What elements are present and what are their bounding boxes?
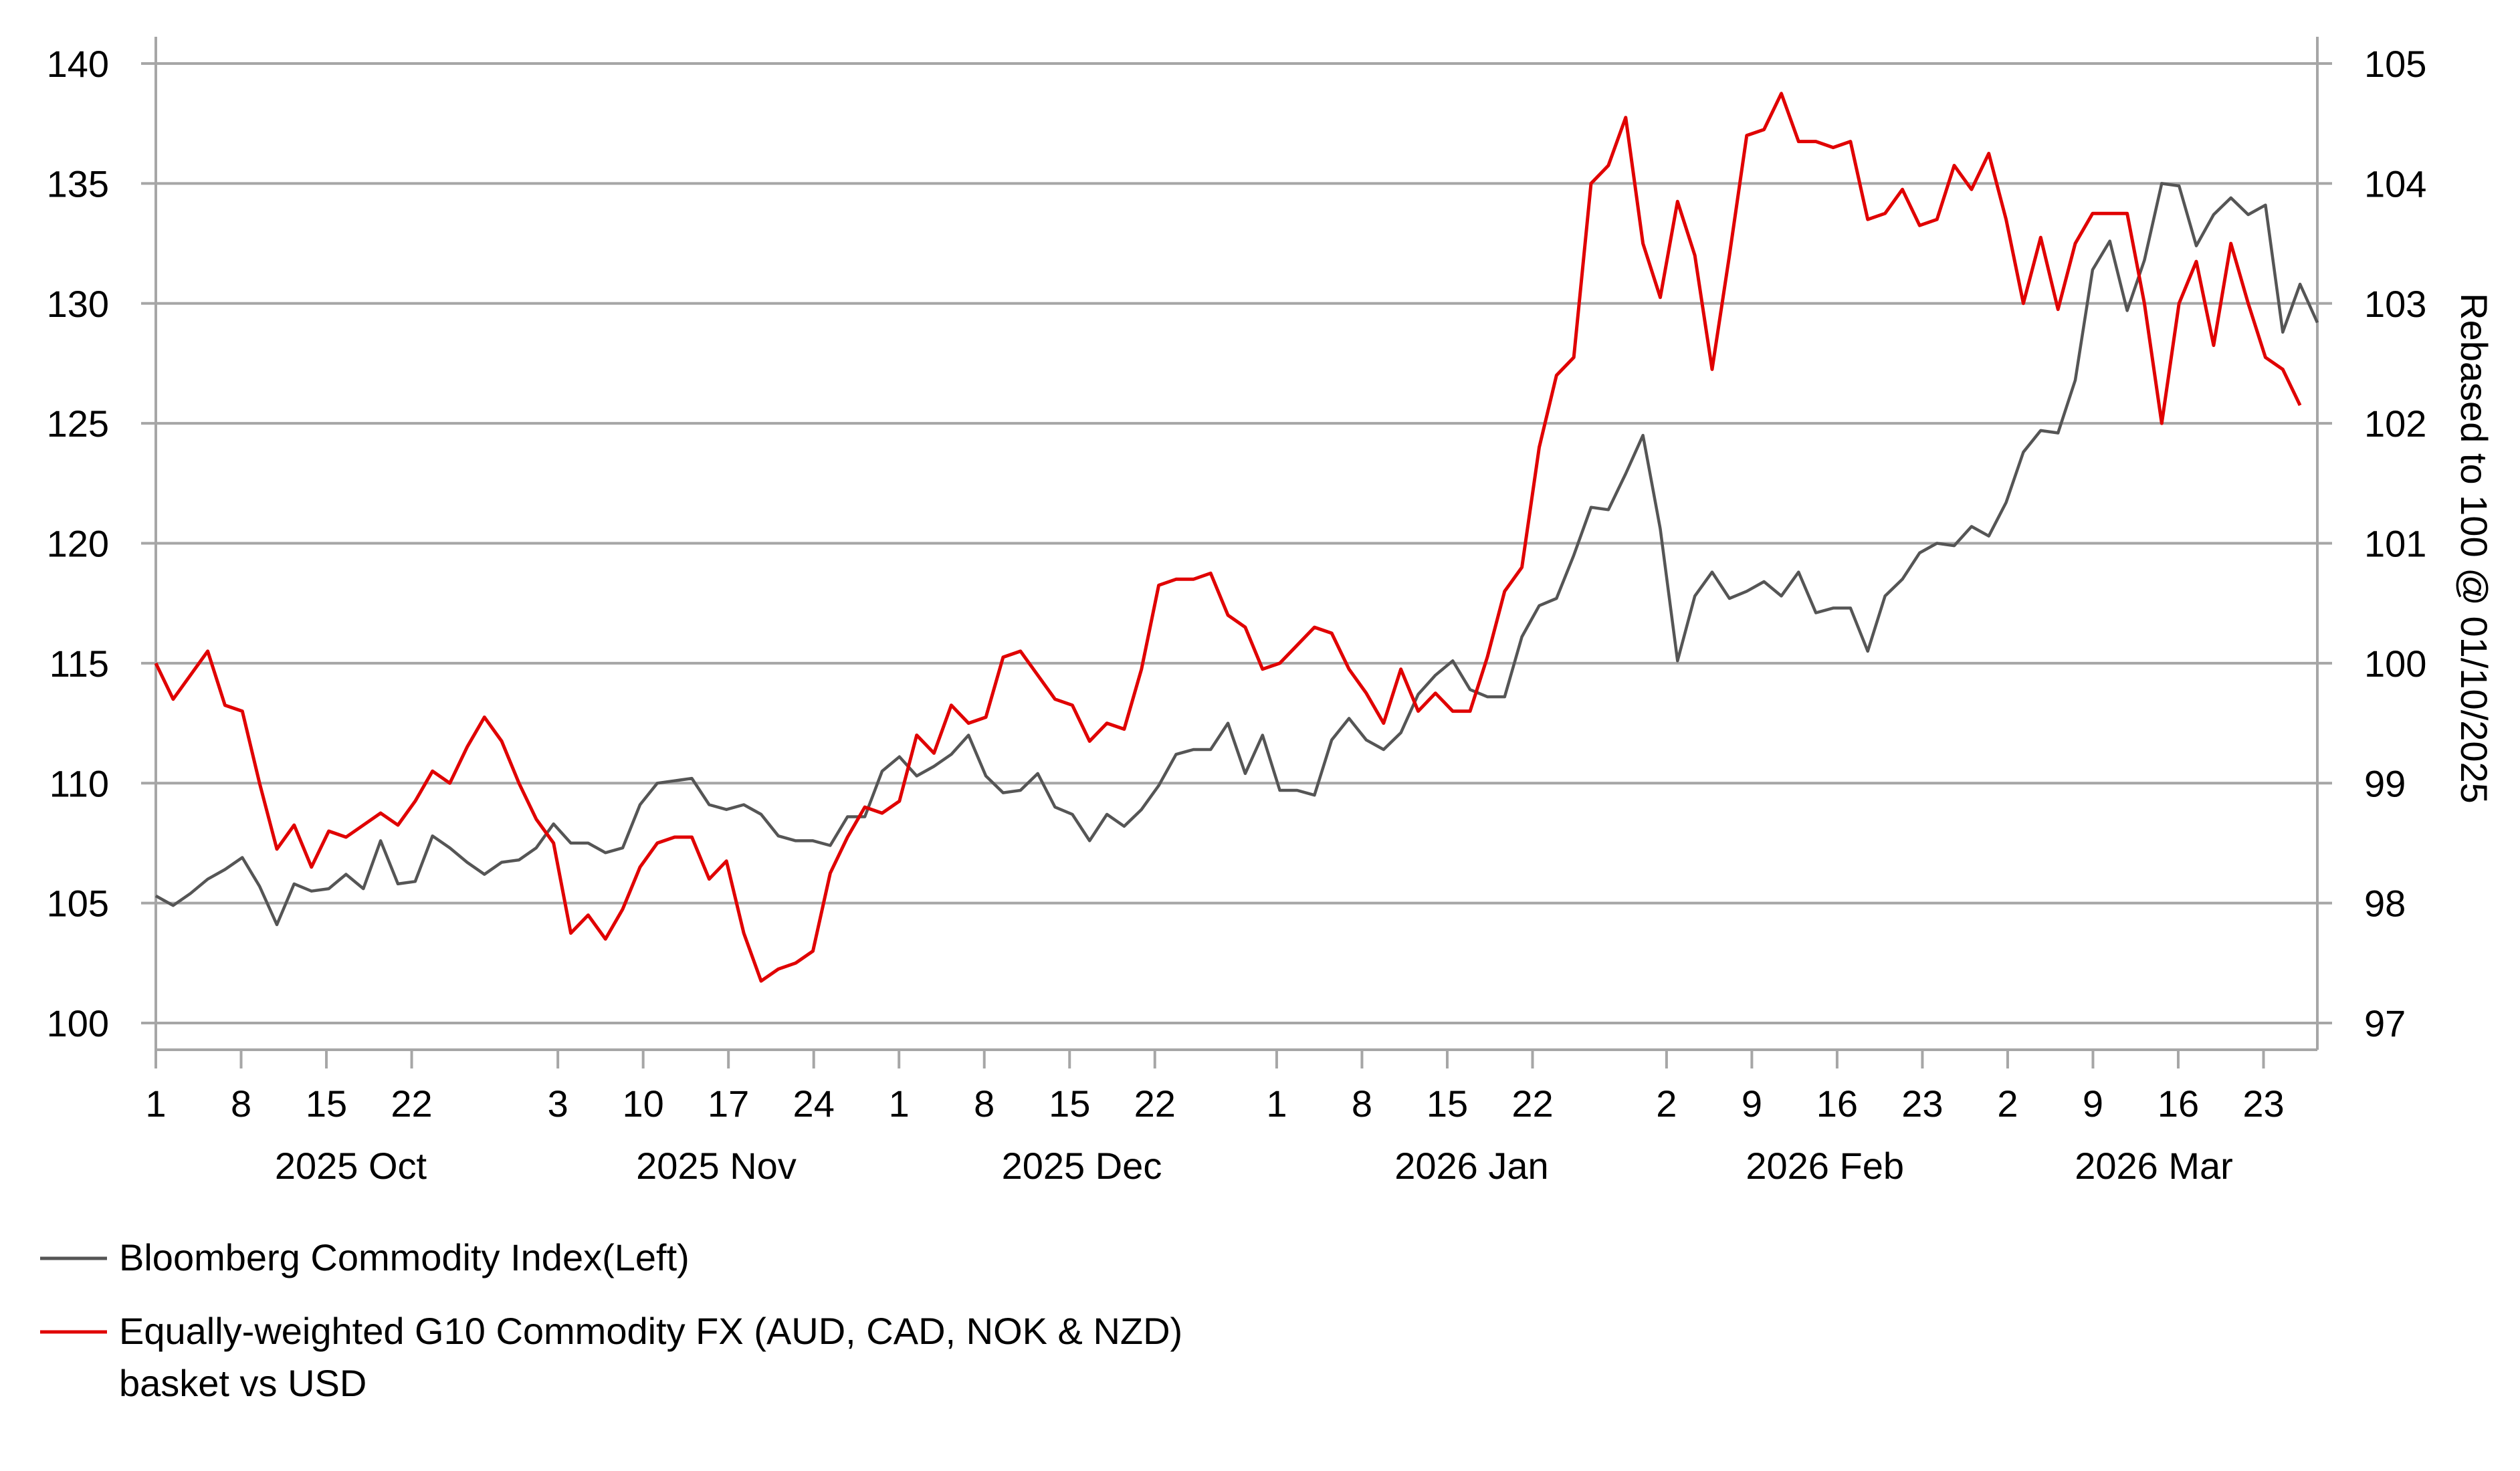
left-tick-label: 105 <box>47 883 109 925</box>
x-tick-label: 16 <box>2158 1083 2199 1125</box>
x-tick-label: 24 <box>793 1083 835 1125</box>
left-tick-label: 135 <box>47 162 109 205</box>
left-tick-label: 125 <box>47 403 109 445</box>
x-tick-label: 8 <box>974 1083 994 1125</box>
x-tick-label: 15 <box>1049 1083 1090 1125</box>
right-tick-label: 100 <box>2364 643 2426 685</box>
right-tick-label: 105 <box>2364 43 2426 85</box>
left-tick-label: 115 <box>49 643 109 685</box>
legend-label: basket vs USD <box>119 1362 366 1404</box>
x-tick-label: 1 <box>889 1083 910 1125</box>
x-tick-label: 23 <box>1901 1083 1943 1125</box>
month-label: 2025 Dec <box>1002 1145 1162 1187</box>
x-tick-label: 1 <box>1266 1083 1287 1125</box>
right-tick-label: 102 <box>2364 403 2426 445</box>
series-line-g10-fx <box>154 92 2302 983</box>
right-tick-label: 97 <box>2364 1002 2406 1044</box>
gridlines <box>156 62 2317 1024</box>
left-tick-label: 110 <box>49 762 109 804</box>
x-axis-ticks: 1 8 15 22 3 10 17 24 1 8 15 22 1 8 15 22 2 9 16 23 2 9 16 23 <box>145 1083 2284 1125</box>
legend-label: Bloomberg Commodity Index(Left) <box>119 1236 690 1278</box>
x-tick-label: 9 <box>1742 1083 1762 1125</box>
legend-label: Equally-weighted G10 Commodity FX (AUD, … <box>119 1310 1182 1352</box>
left-tick-label: 120 <box>47 523 109 565</box>
x-tick-label: 22 <box>1134 1083 1176 1125</box>
x-tick-label: 2 <box>1997 1083 2018 1125</box>
x-tick-label: 15 <box>306 1083 347 1125</box>
series-lines <box>154 92 2319 983</box>
right-tick-label: 101 <box>2364 523 2426 565</box>
right-tick-label: 104 <box>2364 162 2426 205</box>
series-line-bcom <box>154 182 2319 927</box>
left-tick-label: 100 <box>47 1002 109 1044</box>
month-label: 2026 Jan <box>1394 1145 1548 1187</box>
right-axis-ticks: 105 104 103 102 101 100 99 98 97 <box>2364 43 2426 1044</box>
left-tick-label: 140 <box>47 43 109 85</box>
right-tick-label: 99 <box>2364 762 2406 804</box>
axes <box>141 37 2332 1068</box>
right-axis-label: Rebased to 100 @ 01/10/2025 <box>2453 293 2495 804</box>
x-tick-label: 15 <box>1427 1083 1468 1125</box>
left-axis-ticks: 140 135 130 125 120 115 110 105 100 <box>47 43 109 1044</box>
right-tick-label: 103 <box>2364 283 2426 325</box>
legend: Bloomberg Commodity Index(Left) Equally-w… <box>40 1236 1182 1404</box>
x-tick-label: 23 <box>2242 1083 2284 1125</box>
month-label: 2025 Oct <box>275 1145 427 1187</box>
month-label: 2026 Mar <box>2075 1145 2233 1187</box>
x-tick-label: 2 <box>1656 1083 1677 1125</box>
x-tick-label: 16 <box>1816 1083 1858 1125</box>
x-tick-label: 9 <box>2083 1083 2103 1125</box>
x-tick-label: 8 <box>231 1083 251 1125</box>
x-tick-label: 22 <box>391 1083 432 1125</box>
month-labels: 2025 Oct 2025 Nov 2025 Dec 2026 Jan 2026 Feb… <box>275 1145 2233 1187</box>
x-tick-label: 22 <box>1511 1083 1553 1125</box>
left-tick-label: 130 <box>47 283 109 325</box>
x-tick-label: 8 <box>1352 1083 1372 1125</box>
x-tick-label: 1 <box>145 1083 166 1125</box>
x-tick-label: 10 <box>623 1083 664 1125</box>
right-tick-label: 98 <box>2364 883 2406 925</box>
x-tick-label: 17 <box>708 1083 749 1125</box>
month-label: 2026 Feb <box>1746 1145 1904 1187</box>
x-tick-label: 3 <box>548 1083 568 1125</box>
month-label: 2025 Nov <box>636 1145 797 1187</box>
